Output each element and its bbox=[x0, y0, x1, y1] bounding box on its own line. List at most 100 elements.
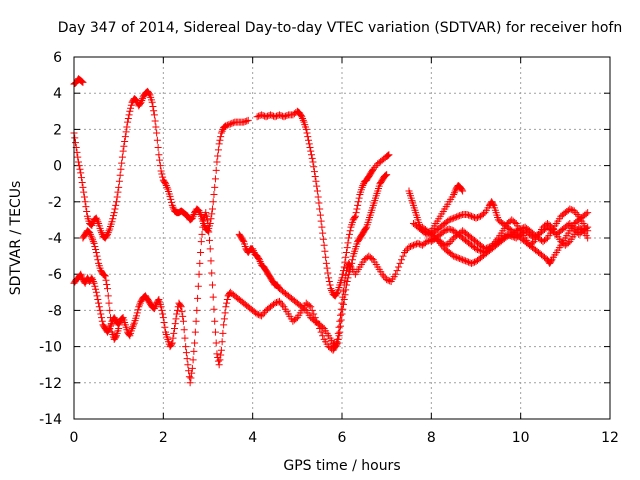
data-point bbox=[196, 259, 204, 267]
data-point bbox=[179, 312, 187, 320]
data-point bbox=[129, 323, 137, 331]
data-point bbox=[471, 258, 479, 266]
y-tick-label: 0 bbox=[53, 159, 62, 175]
data-point bbox=[479, 210, 487, 218]
data-point bbox=[106, 314, 114, 322]
data-point bbox=[172, 315, 180, 323]
data-point bbox=[259, 310, 267, 318]
data-point bbox=[305, 302, 313, 310]
data-point bbox=[214, 146, 222, 154]
data-point bbox=[334, 335, 342, 343]
data-point bbox=[447, 215, 455, 223]
data-point bbox=[191, 339, 199, 347]
data-point bbox=[71, 134, 79, 142]
data-point bbox=[194, 294, 202, 302]
data-point bbox=[80, 188, 88, 196]
data-point bbox=[303, 129, 311, 137]
data-point bbox=[334, 339, 342, 347]
data-point bbox=[110, 209, 118, 217]
data-point bbox=[77, 272, 85, 280]
data-point bbox=[223, 121, 231, 129]
data-point bbox=[411, 241, 419, 249]
plot-frame bbox=[73, 56, 611, 420]
x-tick-label: 0 bbox=[70, 430, 79, 446]
data-point bbox=[77, 77, 85, 85]
data-point bbox=[81, 279, 89, 287]
data-point bbox=[454, 212, 462, 220]
series-track-6 bbox=[235, 171, 391, 351]
data-point bbox=[114, 188, 122, 196]
data-point bbox=[118, 159, 126, 167]
data-point bbox=[218, 127, 226, 135]
data-point bbox=[115, 325, 123, 332]
data-point bbox=[436, 239, 444, 247]
data-point bbox=[409, 241, 417, 249]
data-point bbox=[148, 98, 156, 106]
y-tick-label: -14 bbox=[39, 412, 62, 428]
data-point bbox=[184, 361, 192, 369]
data-point bbox=[347, 263, 355, 271]
data-point bbox=[274, 298, 282, 306]
data-point bbox=[176, 302, 184, 310]
data-point bbox=[109, 215, 117, 223]
data-point bbox=[88, 234, 96, 242]
data-point bbox=[121, 137, 129, 145]
data-point bbox=[133, 309, 141, 317]
data-point bbox=[262, 113, 270, 121]
data-point bbox=[445, 216, 453, 224]
data-point bbox=[94, 218, 102, 226]
data-point bbox=[136, 299, 144, 307]
data-point bbox=[150, 305, 158, 313]
data-point bbox=[468, 212, 476, 220]
data-point bbox=[542, 235, 550, 243]
data-point bbox=[256, 311, 264, 319]
data-point bbox=[346, 227, 354, 235]
data-point bbox=[214, 357, 222, 365]
x-tick-labels: 0 2 4 6 8 10 12 bbox=[70, 430, 619, 446]
data-point bbox=[223, 299, 231, 307]
data-point bbox=[91, 282, 99, 290]
data-point bbox=[169, 334, 177, 342]
data-point bbox=[196, 209, 204, 217]
data-point bbox=[213, 158, 221, 166]
data-point bbox=[119, 147, 127, 155]
data-point bbox=[138, 95, 146, 103]
data-point bbox=[465, 258, 473, 266]
data-point bbox=[215, 140, 223, 148]
data-point bbox=[447, 226, 455, 234]
data-point bbox=[159, 310, 167, 318]
data-point bbox=[130, 321, 138, 329]
data-point bbox=[453, 213, 461, 221]
series-track-1 bbox=[70, 75, 87, 88]
data-point bbox=[98, 317, 106, 325]
data-point bbox=[469, 259, 477, 267]
data-point bbox=[393, 267, 401, 275]
data-point bbox=[82, 203, 90, 211]
data-point bbox=[162, 180, 170, 188]
x-tick-label: 4 bbox=[248, 430, 257, 446]
data-point bbox=[136, 301, 144, 309]
data-point bbox=[469, 213, 477, 221]
data-point bbox=[378, 270, 386, 278]
data-point bbox=[313, 182, 321, 190]
data-point bbox=[217, 133, 225, 141]
data-point bbox=[203, 216, 211, 224]
data-point bbox=[88, 221, 96, 229]
data-point bbox=[97, 310, 105, 318]
data-point bbox=[128, 325, 136, 332]
data-point bbox=[216, 356, 224, 364]
data-point bbox=[112, 201, 120, 209]
data-point bbox=[317, 328, 325, 336]
data-point bbox=[438, 241, 446, 249]
data-point bbox=[566, 205, 574, 213]
data-point bbox=[73, 148, 81, 156]
data-point bbox=[86, 230, 94, 238]
data-point bbox=[153, 129, 161, 137]
data-point bbox=[338, 299, 346, 307]
data-point bbox=[341, 258, 349, 266]
data-point bbox=[309, 158, 317, 166]
data-point bbox=[572, 209, 580, 217]
y-tick-label: -8 bbox=[48, 303, 62, 319]
data-point bbox=[459, 187, 467, 195]
data-point bbox=[136, 99, 144, 107]
